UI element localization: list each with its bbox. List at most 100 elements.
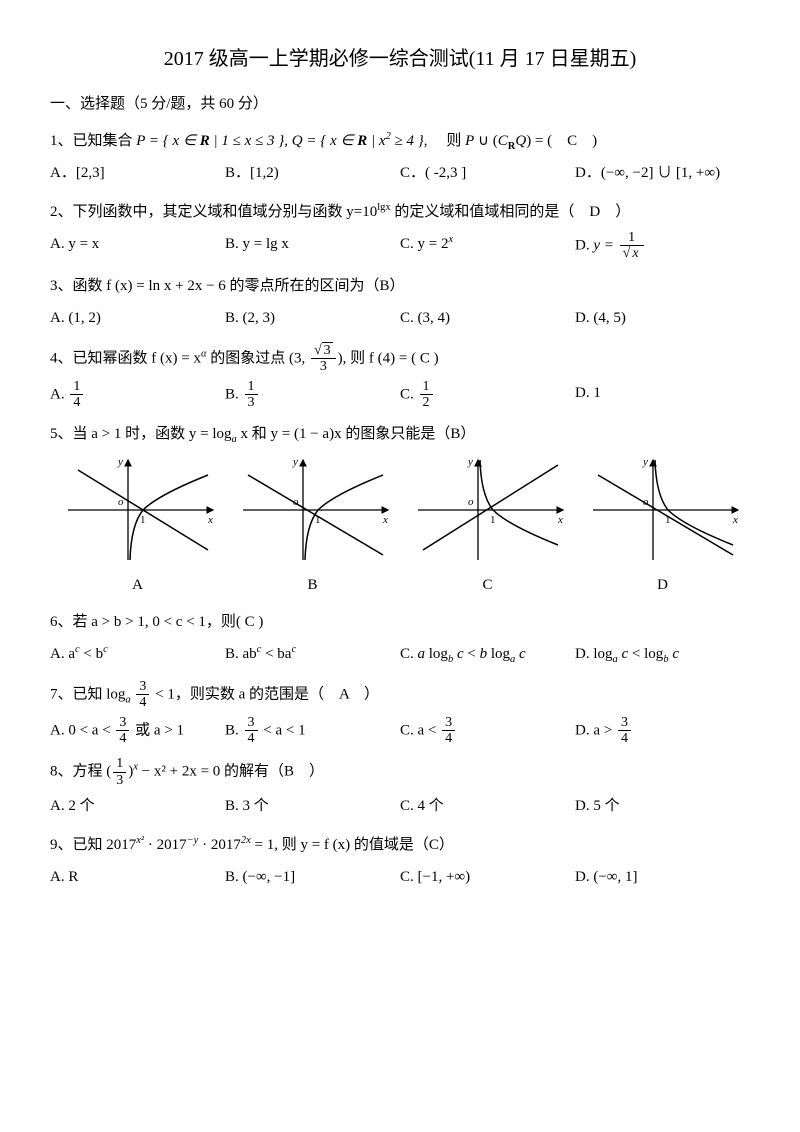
q7-b-f: 34 <box>245 715 258 747</box>
q4-num: √3 <box>311 343 336 359</box>
q9-post: = 1, 则 y = f (x) 的值域是（C） <box>251 837 454 853</box>
q4-opt-d: D. 1 <box>575 379 750 411</box>
q4-b-pre: B. <box>225 386 243 402</box>
graph-c-o: o <box>468 496 474 508</box>
q4-a-pre: A. <box>50 386 68 402</box>
q7-options: A. 0 < a < 34 或 a > 1 B. 34 < a < 1 C. a… <box>50 715 750 747</box>
question-2: 2、下列函数中，其定义域和值域分别与函数 y=10lgx 的定义域和值域相同的是… <box>50 198 750 227</box>
q3-opt-d: D. (4, 5) <box>575 304 750 333</box>
q4-opt-a: A. 14 <box>50 379 225 411</box>
q6-a-3: < b <box>80 646 103 662</box>
q4-b-num: 1 <box>245 379 258 395</box>
q4-a-den: 4 <box>70 395 83 410</box>
q6-b-1: B. ab <box>225 646 257 662</box>
q4-rad: √ <box>314 343 322 358</box>
graph-c-x: x <box>557 514 563 526</box>
q9-options: A. R B. (−∞, −1] C. [−1, +∞) D. (−∞, 1] <box>50 863 750 892</box>
graph-b-y: y <box>292 456 298 468</box>
question-4: 4、已知幂函数 f (x) = xα 的图象过点 (3, √33), 则 f (… <box>50 343 750 375</box>
question-5: 5、当 a > 1 时，函数 y = loga x 和 y = (1 − a)x… <box>50 420 750 449</box>
q4-opt-c: C. 12 <box>400 379 575 411</box>
q2-d-pre: D. <box>575 237 593 253</box>
q9-opt-d: D. (−∞, 1] <box>575 863 750 892</box>
q4-b-frac: 13 <box>245 379 258 411</box>
q9-m1: · 2017 <box>144 837 187 853</box>
q7-opt-c: C. a < 34 <box>400 715 575 747</box>
q7-d-d: 4 <box>618 731 631 746</box>
q7-num: 3 <box>136 679 149 695</box>
q2-lgx: lgx <box>377 202 390 213</box>
q2-stem2: 的定义域和值域相同的是（ D ） <box>391 204 631 220</box>
q7-opt-a: A. 0 < a < 34 或 a > 1 <box>50 715 225 747</box>
q2-opt-b: B. y = lg x <box>225 230 400 262</box>
q6-a-4: c <box>103 644 108 655</box>
q2-d-y: y = <box>593 237 617 253</box>
q4-c-pre: C. <box>400 386 418 402</box>
q3-opt-c: C. (3, 4) <box>400 304 575 333</box>
q1-options: A．[2,3] B．[1,2) C．( -2,3 ] D．(−∞, −2] ∪ … <box>50 159 750 188</box>
q7-d-f: 34 <box>618 715 631 747</box>
q6-b-3: < ba <box>261 646 291 662</box>
q4-opt-b: B. 13 <box>225 379 400 411</box>
graph-a-x: x <box>207 514 213 526</box>
q7-sub: a <box>125 694 130 705</box>
section-heading: 一、选择题（5 分/题，共 60 分） <box>50 90 750 119</box>
q7-pre: 7、已知 log <box>50 686 125 702</box>
q4-num-v: 3 <box>322 342 333 358</box>
q9-s1: x² <box>136 835 144 846</box>
q2-d-frac: 1√x <box>620 230 644 262</box>
q9-s2: −y <box>187 835 199 846</box>
graph-c-1: 1 <box>490 514 496 526</box>
q4-c-frac: 12 <box>420 379 433 411</box>
q4-c-den: 2 <box>420 395 433 410</box>
q6-opt-a: A. ac < bc <box>50 640 225 669</box>
q7-a-f: 34 <box>116 715 129 747</box>
q7-a-d: 4 <box>116 731 129 746</box>
question-3: 3、函数 f (x) = ln x + 2x − 6 的零点所在的区间为（B） <box>50 272 750 301</box>
q8-pre: 8、方程 ( <box>50 764 111 780</box>
q8-opt-d: D. 5 个 <box>575 792 750 821</box>
q6-opt-b: B. abc < bac <box>225 640 400 669</box>
graph-b-label: B <box>225 571 400 600</box>
q7-den: 4 <box>136 695 149 710</box>
q7-c-d: 4 <box>442 731 455 746</box>
q8-opt-b: B. 3 个 <box>225 792 400 821</box>
q7-b-post: < a < 1 <box>260 722 306 738</box>
q9-opt-a: A. R <box>50 863 225 892</box>
q6-b-4: c <box>291 644 296 655</box>
graph-b: y x o 1 B <box>225 455 400 600</box>
graph-c-y: y <box>467 456 473 468</box>
q1-opt-d: D．(−∞, −2] ∪ [1, +∞) <box>575 159 750 188</box>
q7-a-post: 或 a > 1 <box>131 722 184 738</box>
q8-frac: 13 <box>113 756 126 788</box>
q1-opt-c: C．( -2,3 ] <box>400 159 575 188</box>
q2-c-sup: x <box>448 234 453 245</box>
q7-post: < 1，则实数 a 的范围是（ A ） <box>155 686 379 702</box>
q7-d-n: 3 <box>618 715 631 731</box>
q7-b-pre: B. <box>225 722 243 738</box>
q3-opt-b: B. (2, 3) <box>225 304 400 333</box>
q2-d-den: √x <box>620 246 644 261</box>
q2-a-text: A. y = x <box>50 236 99 252</box>
question-1: 1、已知集合 P = { x ∈ R | 1 ≤ x ≤ 3 }, Q = { … <box>50 127 750 156</box>
q5-pre: 5、当 a > 1 时，函数 y = log <box>50 426 232 442</box>
graph-d: y x o 1 D <box>575 455 750 600</box>
q9-m2: · 2017 <box>198 837 241 853</box>
q8-options: A. 2 个 B. 3 个 C. 4 个 D. 5 个 <box>50 792 750 821</box>
q4-a-num: 1 <box>70 379 83 395</box>
q4-b-den: 3 <box>245 395 258 410</box>
graph-a-1: 1 <box>140 514 146 526</box>
q9-s3: 2x <box>241 835 251 846</box>
q4-options: A. 14 B. 13 C. 12 D. 1 <box>50 379 750 411</box>
q9-pre: 9、已知 2017 <box>50 837 136 853</box>
q4-a-frac: 14 <box>70 379 83 411</box>
q1-stem-pre: 1、已知集合 <box>50 133 136 149</box>
q3-opt-a: A. (1, 2) <box>50 304 225 333</box>
q1-text: 则 P ∪ (CRQ) = ( C ) <box>431 133 597 149</box>
q4-frac: √33 <box>311 343 336 375</box>
q8-opt-a: A. 2 个 <box>50 792 225 821</box>
graph-b-x: x <box>382 514 388 526</box>
q2-d-num: 1 <box>620 230 644 246</box>
q4-c-num: 1 <box>420 379 433 395</box>
graph-c: y x o 1 C <box>400 455 575 600</box>
